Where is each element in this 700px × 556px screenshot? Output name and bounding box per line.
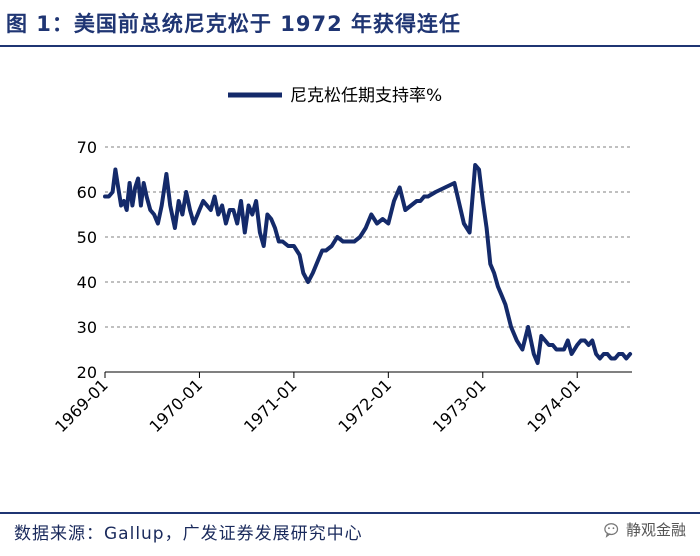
line-chart: 尼克松任期支持率% 20 30 40 50 60 70 1969-01 1970-01 197… xyxy=(51,86,633,436)
source-rule xyxy=(0,512,700,514)
x-axis-ticks: 1969-01 1970-01 1971-01 1972-01 1973-01 1974-… xyxy=(51,375,584,436)
x-tick-label: 1971-01 xyxy=(240,375,301,436)
series-line-nixon-approval xyxy=(103,163,633,365)
watermark-text: 静观金融 xyxy=(625,521,686,539)
y-tick-label: 70 xyxy=(77,138,97,157)
legend: 尼克松任期支持率% xyxy=(228,86,442,106)
x-tick-label: 1974-01 xyxy=(523,375,584,436)
gridlines xyxy=(105,146,632,328)
y-tick-label: 20 xyxy=(77,363,97,382)
watermark: 静观金融 xyxy=(604,519,686,540)
x-tick-label: 1970-01 xyxy=(146,375,207,436)
y-tick-label: 30 xyxy=(77,318,97,337)
y-tick-label: 60 xyxy=(77,183,97,202)
source-text: 数据来源：Gallup，广发证券发展研究中心 xyxy=(14,524,363,544)
wechat-icon xyxy=(604,522,619,538)
x-tick-label: 1973-01 xyxy=(429,375,490,436)
x-tick-label: 1969-01 xyxy=(51,375,112,436)
title-rule xyxy=(0,45,700,47)
x-axis xyxy=(104,371,632,378)
y-axis-ticks: 20 30 40 50 60 70 xyxy=(77,138,97,382)
y-tick-label: 50 xyxy=(77,228,97,247)
legend-label: 尼克松任期支持率% xyxy=(290,86,442,106)
figure-title: 图 1：美国前总统尼克松于 1972 年获得连任 xyxy=(6,12,461,36)
x-tick-label: 1972-01 xyxy=(334,375,395,436)
y-tick-label: 40 xyxy=(77,273,97,292)
